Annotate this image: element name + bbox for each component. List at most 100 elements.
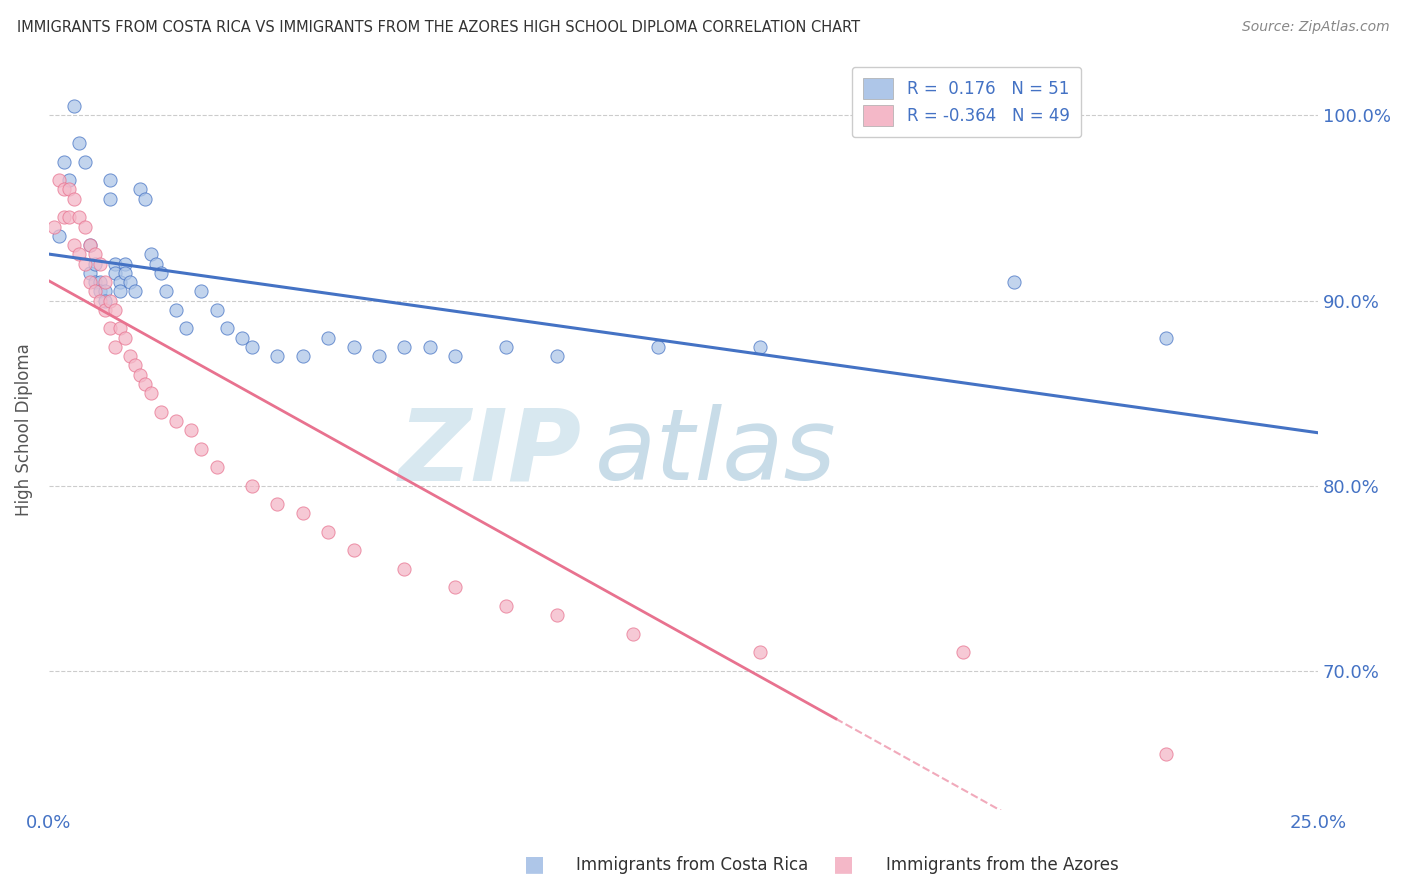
Point	[139, 247, 162, 261]
Point	[124, 359, 146, 373]
Point	[291, 507, 314, 521]
Point	[114, 256, 136, 270]
Point	[83, 247, 105, 261]
Point	[104, 256, 127, 270]
Point	[94, 285, 117, 299]
Point	[114, 330, 136, 344]
Point	[63, 192, 86, 206]
Point	[240, 478, 263, 492]
Point	[124, 285, 146, 299]
Point	[108, 321, 131, 335]
Text: Immigrants from the Azores: Immigrants from the Azores	[886, 855, 1119, 873]
Text: IMMIGRANTS FROM COSTA RICA VS IMMIGRANTS FROM THE AZORES HIGH SCHOOL DIPLOMA COR: IMMIGRANTS FROM COSTA RICA VS IMMIGRANTS…	[17, 20, 860, 35]
Point	[952, 645, 974, 659]
Point	[190, 442, 212, 456]
Point	[94, 275, 117, 289]
Point	[1154, 747, 1177, 761]
Point	[291, 349, 314, 363]
Point	[444, 349, 467, 363]
Point	[67, 136, 90, 151]
Point	[94, 302, 117, 317]
Point	[621, 626, 644, 640]
Point	[205, 302, 228, 317]
Point	[134, 376, 156, 391]
Point	[342, 340, 364, 354]
Point	[647, 340, 669, 354]
Point	[104, 340, 127, 354]
Point	[67, 247, 90, 261]
Text: ZIP: ZIP	[399, 404, 582, 501]
Legend: R =  0.176   N = 51, R = -0.364   N = 49: R = 0.176 N = 51, R = -0.364 N = 49	[852, 67, 1081, 137]
Point	[53, 211, 76, 225]
Point	[48, 228, 70, 243]
Point	[108, 275, 131, 289]
Point	[205, 460, 228, 475]
Point	[73, 219, 96, 234]
Point	[129, 182, 152, 196]
Point	[63, 238, 86, 252]
Point	[129, 368, 152, 382]
Point	[89, 256, 111, 270]
Point	[165, 302, 187, 317]
Point	[419, 340, 441, 354]
Point	[83, 275, 105, 289]
Point	[495, 340, 517, 354]
Text: Immigrants from Costa Rica: Immigrants from Costa Rica	[576, 855, 808, 873]
Point	[48, 173, 70, 187]
Point	[79, 275, 101, 289]
Point	[58, 182, 80, 196]
Point	[53, 182, 76, 196]
Point	[139, 386, 162, 401]
Point	[266, 349, 288, 363]
Text: ■: ■	[834, 854, 853, 873]
Point	[266, 497, 288, 511]
Point	[444, 581, 467, 595]
Point	[1002, 275, 1025, 289]
Point	[342, 543, 364, 558]
Point	[174, 321, 197, 335]
Point	[83, 285, 105, 299]
Point	[165, 414, 187, 428]
Point	[120, 275, 142, 289]
Point	[231, 330, 253, 344]
Point	[394, 562, 416, 576]
Point	[215, 321, 238, 335]
Point	[394, 340, 416, 354]
Point	[546, 608, 568, 623]
Point	[79, 238, 101, 252]
Point	[120, 349, 142, 363]
Point	[98, 321, 121, 335]
Point	[180, 423, 202, 437]
Point	[114, 266, 136, 280]
Point	[316, 524, 339, 539]
Point	[134, 192, 156, 206]
Point	[145, 256, 167, 270]
Point	[58, 173, 80, 187]
Point	[79, 266, 101, 280]
Point	[495, 599, 517, 613]
Point	[79, 238, 101, 252]
Point	[83, 256, 105, 270]
Point	[73, 256, 96, 270]
Text: atlas: atlas	[595, 404, 837, 501]
Point	[748, 645, 770, 659]
Point	[58, 211, 80, 225]
Point	[368, 349, 391, 363]
Point	[89, 275, 111, 289]
Point	[98, 192, 121, 206]
Y-axis label: High School Diploma: High School Diploma	[15, 343, 32, 516]
Point	[53, 154, 76, 169]
Point	[546, 349, 568, 363]
Point	[108, 285, 131, 299]
Point	[89, 293, 111, 308]
Point	[42, 219, 65, 234]
Text: Source: ZipAtlas.com: Source: ZipAtlas.com	[1241, 20, 1389, 34]
Point	[316, 330, 339, 344]
Point	[748, 340, 770, 354]
Point	[89, 285, 111, 299]
Point	[240, 340, 263, 354]
Text: ■: ■	[524, 854, 544, 873]
Point	[98, 293, 121, 308]
Point	[1154, 330, 1177, 344]
Point	[190, 285, 212, 299]
